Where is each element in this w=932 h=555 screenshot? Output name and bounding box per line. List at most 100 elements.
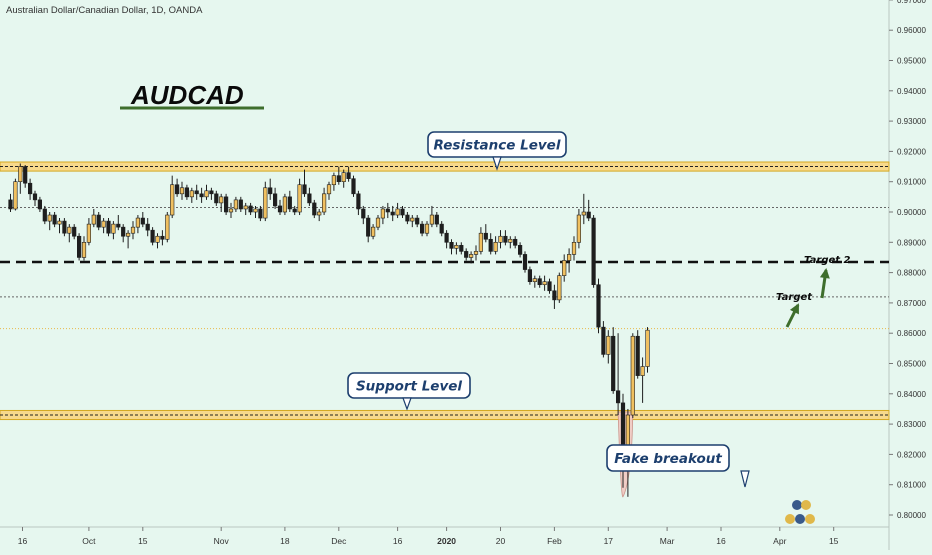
- resistance-callout-text: Resistance Level: [434, 138, 561, 154]
- candle-body-bull: [86, 223, 91, 243]
- candle: [23, 165, 28, 188]
- candle-body-bull: [454, 245, 459, 249]
- candle-body-bear: [449, 242, 454, 249]
- candle-body-bear: [444, 232, 449, 243]
- candle: [473, 245, 479, 261]
- candle: [562, 254, 567, 282]
- support-zone: [0, 409, 890, 421]
- candle-body-bull: [581, 211, 586, 216]
- candle-body-bear: [268, 187, 273, 195]
- x-tick-label: 2020: [437, 536, 456, 546]
- candle-body-bear: [601, 326, 606, 355]
- candle-body-bear: [483, 232, 488, 240]
- candle-body-bear: [302, 184, 307, 195]
- candle-body-bear: [522, 254, 528, 270]
- candle-body-bull: [126, 232, 131, 237]
- candle: [493, 236, 498, 255]
- candle-body-bear: [611, 335, 616, 392]
- candle-body-bear: [513, 238, 518, 246]
- candle: [517, 242, 523, 258]
- x-tick-label: 16: [393, 536, 403, 546]
- candle-body-bear: [361, 208, 366, 219]
- y-tick-label: 0.93000: [897, 117, 926, 126]
- candle: [405, 212, 410, 225]
- candle-body-bull: [566, 254, 572, 261]
- candle: [606, 330, 611, 364]
- candle: [263, 181, 268, 222]
- candle-body-bear: [106, 220, 111, 234]
- candle-body-bear: [150, 229, 155, 243]
- candle-body-bull: [321, 193, 327, 213]
- candle-body-bull: [498, 235, 503, 243]
- candle-body-bear: [52, 214, 57, 225]
- candle-body-bear: [405, 214, 410, 222]
- candle-body-bear: [615, 390, 621, 404]
- target2-label: Target 2: [804, 255, 851, 266]
- candle-body-bear: [258, 208, 263, 219]
- candle-body-bull: [606, 335, 611, 355]
- candle: [513, 236, 518, 249]
- candle-body-bear: [459, 245, 464, 252]
- candle-body-bull: [179, 187, 185, 195]
- x-tick-label: Nov: [214, 536, 230, 546]
- candle-body-bull: [47, 214, 52, 222]
- candle-body-bear: [312, 202, 317, 216]
- candle: [248, 202, 253, 216]
- target2-arrow-head: [819, 268, 830, 279]
- candle-body-bear: [400, 208, 405, 216]
- candle-body-bear: [390, 211, 395, 216]
- candle-body-bear: [596, 284, 601, 328]
- candle-body-bull: [508, 238, 513, 243]
- candle: [47, 212, 52, 231]
- candle: [552, 284, 557, 309]
- candle: [302, 169, 307, 197]
- candle: [415, 215, 420, 228]
- x-tick-label: Apr: [773, 536, 786, 546]
- candle-body-bull: [130, 226, 136, 234]
- candle: [351, 175, 356, 197]
- y-tick-label: 0.92000: [897, 147, 926, 156]
- candle: [86, 218, 91, 246]
- candle: [214, 190, 219, 206]
- time-axis: 16 Oct 15 Nov 18 Dec 16 2020 20 Feb 17 Mar 16 Apr 15: [18, 527, 839, 546]
- resistance-zone: [0, 161, 890, 172]
- candle: [557, 272, 562, 303]
- candle-body-bear: [346, 172, 351, 179]
- candle-body-bear: [547, 281, 552, 292]
- candle-body-bear: [62, 220, 67, 234]
- candle: [444, 230, 449, 249]
- levels-layer: [0, 161, 890, 498]
- candle-body-bull: [341, 172, 346, 183]
- candle: [91, 208, 96, 228]
- candle: [81, 236, 87, 261]
- candle: [527, 266, 532, 285]
- candle: [219, 193, 224, 212]
- candle: [459, 242, 464, 255]
- candle: [67, 224, 72, 243]
- candle-body-bear: [160, 235, 165, 240]
- y-tick-label: 0.83000: [897, 420, 926, 429]
- candle-body-bear: [336, 175, 341, 182]
- y-tick-label: 0.82000: [897, 450, 926, 459]
- watermark-dot: [792, 500, 802, 510]
- candle: [72, 224, 77, 240]
- candle-body-bull: [375, 217, 381, 228]
- candle-body-bear: [552, 290, 557, 301]
- candle-body-bull: [170, 184, 175, 216]
- candle: [424, 221, 430, 237]
- candle: [101, 218, 106, 234]
- candle: [498, 230, 503, 249]
- candle-body-bear: [199, 193, 204, 198]
- watermark-dot: [801, 500, 811, 510]
- candle: [390, 205, 395, 222]
- candle-body-bear: [419, 223, 425, 234]
- candle-body-bull: [317, 211, 322, 216]
- candle: [155, 233, 160, 249]
- candle: [596, 278, 601, 334]
- candle-body-bear: [464, 251, 469, 258]
- x-tick-label: 16: [716, 536, 726, 546]
- support-callout: Support Level: [347, 372, 471, 411]
- candle: [346, 166, 351, 182]
- candle-body-bull: [67, 226, 72, 234]
